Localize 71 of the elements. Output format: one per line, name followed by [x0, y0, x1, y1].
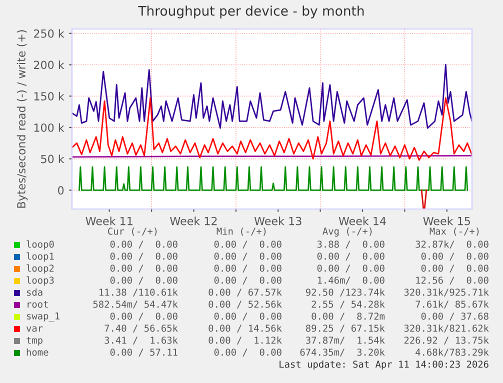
text: 0.00 / 67.57k — [208, 288, 282, 297]
legend-label: loop0 — [26, 240, 54, 250]
text: 37.87m/ 1.54k — [306, 336, 385, 345]
legend-label: sda — [26, 288, 42, 296]
text: Max (-/+) — [430, 227, 479, 236]
y-tick-label: 250 k — [34, 29, 64, 38]
line-series — [78, 166, 468, 191]
x-tick-label: Week 14 — [338, 216, 386, 226]
text: Avg (-/+) — [322, 227, 372, 237]
y-tick-label: 0 — [58, 186, 64, 195]
text: 32.87k/ 0.00 — [416, 240, 488, 249]
text: 3.41 / 1.63k — [104, 336, 178, 345]
text: 226.92 / 13.75k — [404, 336, 489, 345]
legend-label: swap_1 — [26, 312, 60, 322]
text: 0.00 / 0.00 — [110, 252, 178, 261]
legend-label: var — [26, 326, 43, 332]
text: 0.00 / 0.00 — [110, 240, 178, 249]
x-tick-label: Week 13 — [254, 216, 302, 226]
x-tick-label: Week 12 — [170, 216, 217, 226]
y-axis-title: Bytes/second read (-) / write (+) — [16, 30, 28, 208]
text: 0.00 / 0.00 — [317, 252, 384, 261]
text: 0.00 / 0.00 — [214, 264, 282, 273]
text: Cur (-/+) — [108, 227, 157, 236]
text: 320.31k/925.71k — [404, 288, 489, 297]
text: 0.00 / 0.00 — [317, 264, 384, 273]
text: 320.31k/821.62k — [404, 324, 489, 333]
text: 0.00 / 1.12k — [208, 336, 282, 345]
text: 0.00 / 8.72m — [312, 312, 385, 321]
text: 92.50 /123.74k — [306, 288, 385, 297]
line-series — [72, 64, 472, 129]
text: 7.40 / 56.65k — [104, 324, 178, 333]
text: 0.00 / 14.56k — [208, 324, 282, 333]
legend-label: loop2 — [26, 264, 54, 274]
text: 0.00 / 0.00 — [110, 276, 178, 285]
text: Last update: Sat Apr 11 14:00:23 2026 — [280, 360, 488, 370]
text: 582.54m/ 54.47k — [93, 300, 178, 309]
text: 0.00 / 0.00 — [421, 264, 488, 273]
text: 0.00 / 0.00 — [110, 312, 178, 321]
y-tick-label: 200 k — [34, 60, 64, 70]
y-tick-label: 100 k — [34, 123, 64, 132]
text: 2.55 / 54.28k — [312, 300, 385, 309]
text: 0.00 / 0.00 — [214, 240, 282, 249]
text: 0.00 / 0.00 — [421, 252, 488, 261]
y-tick-label: 50 k — [41, 154, 64, 164]
text: 0.00 / 0.00 — [214, 252, 282, 261]
text: 4.68k/783.29k — [416, 348, 489, 357]
text: 0.00 / 57.11 — [110, 348, 178, 357]
legend-label: loop1 — [26, 252, 54, 262]
text: 0.00 / 0.00 — [214, 276, 282, 285]
y-tick-label: 150 k — [34, 92, 64, 100]
text: 89.25 / 67.15k — [306, 324, 385, 333]
text: 0.00 / 37.68 — [421, 312, 488, 321]
text: 12.56 / 0.00 — [416, 276, 488, 285]
text: 3.88 / 0.00 — [317, 240, 384, 249]
text: 11.38 /110.61k — [100, 288, 178, 297]
legend-label: home — [26, 348, 48, 356]
chart-title: Throughput per device - by month — [138, 6, 364, 18]
text: 0.00 / 0.00 — [214, 348, 282, 357]
text: 0.00 / 0.00 — [110, 264, 178, 273]
text: 0.00 / 0.00 — [214, 312, 282, 321]
x-tick-label: Week 11 — [86, 216, 132, 226]
legend-label: root — [28, 301, 48, 308]
line-series — [72, 97, 472, 161]
text: 1.46m/ 0.00 — [318, 276, 384, 285]
text: Min (-/+) — [216, 227, 266, 236]
legend-label: tmp — [26, 337, 42, 346]
legend-label: loop3 — [26, 276, 54, 286]
text: 0.00 / 52.56k — [208, 300, 282, 309]
x-tick-label: Week 15 — [423, 216, 470, 226]
text: 674.35m/ 3.20k — [300, 348, 385, 357]
text: 7.61k/ 85.67k — [416, 300, 489, 309]
